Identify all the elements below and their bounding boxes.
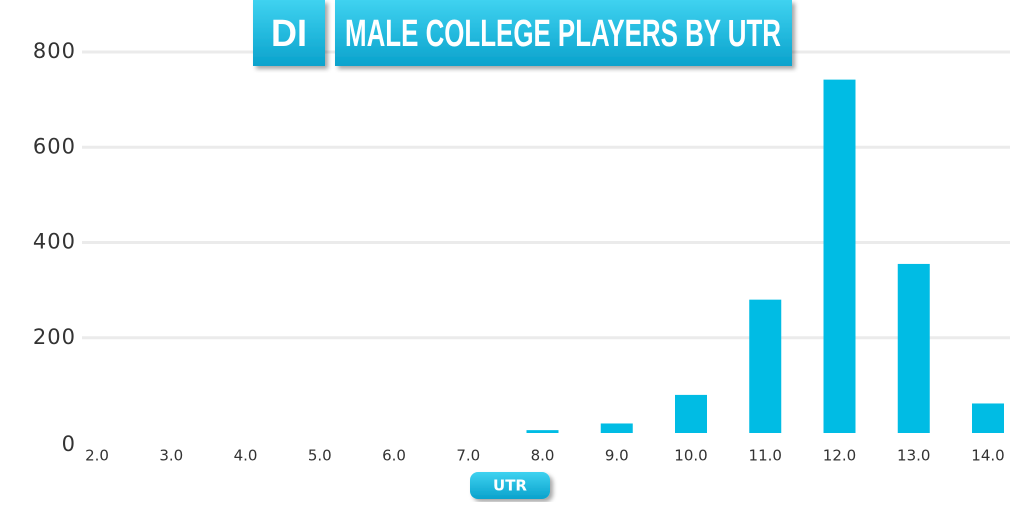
chart-title: MALE COLLEGE PLAYERS BY UTR [345, 13, 781, 55]
x-tick-label: 14.0 [971, 447, 1004, 465]
y-tick-label: 400 [33, 230, 76, 254]
x-label-pill [470, 472, 550, 499]
bar [600, 423, 633, 433]
bar [749, 299, 782, 433]
x-tick-label: 9.0 [605, 447, 629, 465]
x-tick-label: 11.0 [749, 447, 782, 465]
x-tick-label: 3.0 [159, 447, 183, 465]
x-tick-label: 7.0 [456, 447, 480, 465]
x-tick-label: 10.0 [674, 447, 707, 465]
x-tick-label: 8.0 [531, 447, 555, 465]
x-axis-label: UTR [493, 477, 527, 495]
bar [823, 79, 856, 433]
x-tick-label: 12.0 [823, 447, 856, 465]
y-tick-label: 800 [33, 39, 76, 63]
title-box [335, 0, 792, 66]
bar [675, 394, 707, 433]
x-tick-label: 13.0 [897, 447, 930, 465]
title-badge-box [253, 0, 325, 66]
bar [897, 263, 930, 433]
bar [526, 430, 559, 433]
x-tick-label: 4.0 [234, 447, 258, 465]
bar [972, 403, 1004, 433]
title-badge: DI [271, 13, 307, 55]
x-tick-label: 5.0 [308, 447, 332, 465]
y-tick-label: 600 [33, 134, 76, 158]
x-tick-label: 6.0 [382, 447, 406, 465]
y-tick-label: 200 [33, 325, 76, 349]
x-tick-label: 2.0 [85, 447, 109, 465]
y-tick-label: 0 [62, 432, 76, 456]
